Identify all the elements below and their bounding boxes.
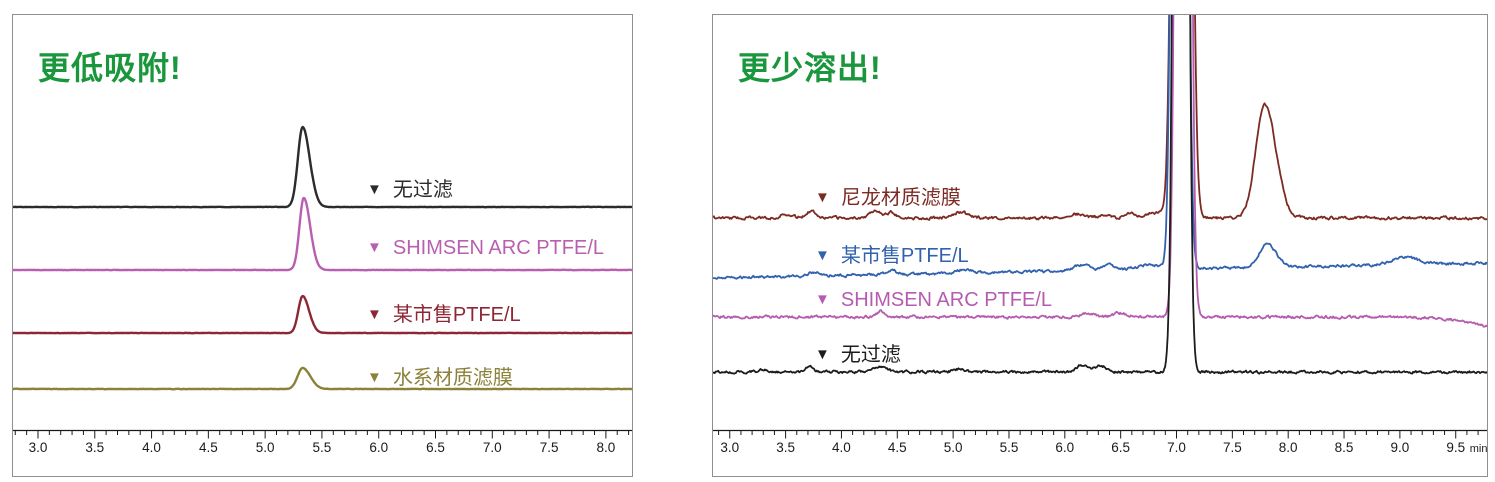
- x-axis-tick-label: 3.0: [29, 440, 48, 455]
- panel-title-right: 更少溶出!: [738, 50, 882, 86]
- triangle-marker-icon: ▼: [815, 247, 830, 264]
- x-axis-tick-label: 6.0: [1055, 440, 1074, 455]
- x-axis-tick-label: 3.5: [85, 440, 104, 455]
- triangle-marker-icon: ▼: [367, 306, 382, 323]
- x-axis-tick-label: 6.5: [426, 440, 445, 455]
- chromatogram-plot-left: 3.0 3.5 4.0 4.5 5.0 5.5 6.0 6.5 7.0 7.5 8.0: [13, 125, 632, 455]
- trace-label-text: SHIMSEN ARC PTFE/L: [392, 237, 605, 259]
- x-axis-tick-label: 5.0: [256, 440, 275, 455]
- trace-label-text: 水系材质滤膜: [392, 367, 513, 389]
- trace-label-no-filter: ▼ 无过滤: [367, 177, 453, 203]
- triangle-marker-icon: ▼: [367, 181, 382, 198]
- trace-label-commercial-ptfe: ▼ 某市售PTFE/L: [815, 243, 969, 269]
- panel-lower-adsorption: 3.0 3.5 4.0 4.5 5.0 5.5 6.0 6.5 7.0 7.5 8.0 更低吸附! …: [12, 14, 633, 477]
- trace-label-text: SHIMSEN ARC PTFE/L: [840, 289, 1053, 311]
- trace-label-text: 尼龙材质滤膜: [840, 187, 961, 209]
- triangle-marker-icon: ▼: [815, 291, 830, 308]
- x-axis-tick-label: 7.0: [1167, 440, 1186, 455]
- trace-label-text: 无过滤: [840, 344, 901, 366]
- triangle-marker-icon: ▼: [815, 346, 830, 363]
- triangle-marker-icon: ▼: [367, 369, 382, 386]
- x-axis-tick-label: 8.0: [596, 440, 615, 455]
- trace-label-shimsen-arc-ptfe: ▼ SHIMSEN ARC PTFE/L: [367, 235, 604, 261]
- x-axis-tick-label: 6.5: [1111, 440, 1130, 455]
- trace-label-no-filter: ▼ 无过滤: [815, 342, 901, 368]
- x-axis-tick-label: 5.0: [944, 440, 963, 455]
- x-axis-tick-label: 9.0: [1390, 440, 1409, 455]
- trace-label-shimsen-arc-ptfe: ▼ SHIMSEN ARC PTFE/L: [815, 287, 1052, 313]
- x-axis-tick-label: 9.5: [1446, 440, 1465, 455]
- chromatogram-trace: [713, 15, 1487, 221]
- trace-label-text: 某市售PTFE/L: [392, 304, 521, 326]
- x-axis-unit-label: min: [1470, 443, 1487, 455]
- chromatogram-trace: [13, 125, 632, 209]
- x-axis-tick-label: 5.5: [1000, 440, 1019, 455]
- chromatogram-trace: [13, 294, 632, 335]
- trace-label-text: 某市售PTFE/L: [840, 245, 969, 267]
- x-axis-tick-label: 4.0: [832, 440, 851, 455]
- x-axis-tick-label: 5.5: [313, 440, 332, 455]
- trace-label-commercial-ptfe: ▼ 某市售PTFE/L: [367, 302, 521, 328]
- x-axis-tick-label: 4.0: [142, 440, 161, 455]
- x-axis-tick-label: 6.0: [369, 440, 388, 455]
- x-axis-tick-label: 3.5: [776, 440, 795, 455]
- x-axis-tick-label: 3.0: [720, 440, 739, 455]
- chromatogram-plot-right: 3.0 3.5 4.0 4.5 5.0 5.5 6.0 6.5 7.0 7.5 8.0 8.5 9.0 9…: [713, 15, 1487, 455]
- chromatogram-trace: [713, 15, 1487, 375]
- trace-label-aqueous-membrane: ▼ 水系材质滤膜: [367, 365, 513, 391]
- panel-less-leaching: 3.0 3.5 4.0 4.5 5.0 5.5 6.0 6.5 7.0 7.5 8.0 8.5 9.0 9…: [712, 14, 1488, 477]
- triangle-marker-icon: ▼: [367, 239, 382, 256]
- chromatogram-trace: [13, 366, 632, 391]
- x-axis-tick-label: 7.5: [1223, 440, 1242, 455]
- trace-label-text: 无过滤: [392, 179, 453, 201]
- x-axis-tick-label: 7.0: [483, 440, 502, 455]
- panel-title-left: 更低吸附!: [38, 50, 182, 86]
- x-axis-tick-label: 4.5: [888, 440, 907, 455]
- trace-label-nylon-membrane: ▼ 尼龙材质滤膜: [815, 185, 961, 211]
- x-axis-tick-label: 7.5: [540, 440, 559, 455]
- x-axis-tick-label: 4.5: [199, 440, 218, 455]
- x-axis-tick-label: 8.5: [1335, 440, 1354, 455]
- triangle-marker-icon: ▼: [815, 189, 830, 206]
- chromatogram-trace: [713, 15, 1487, 328]
- chromatogram-trace: [713, 15, 1487, 280]
- chromatogram-trace: [13, 196, 632, 272]
- x-axis-tick-label: 8.0: [1279, 440, 1298, 455]
